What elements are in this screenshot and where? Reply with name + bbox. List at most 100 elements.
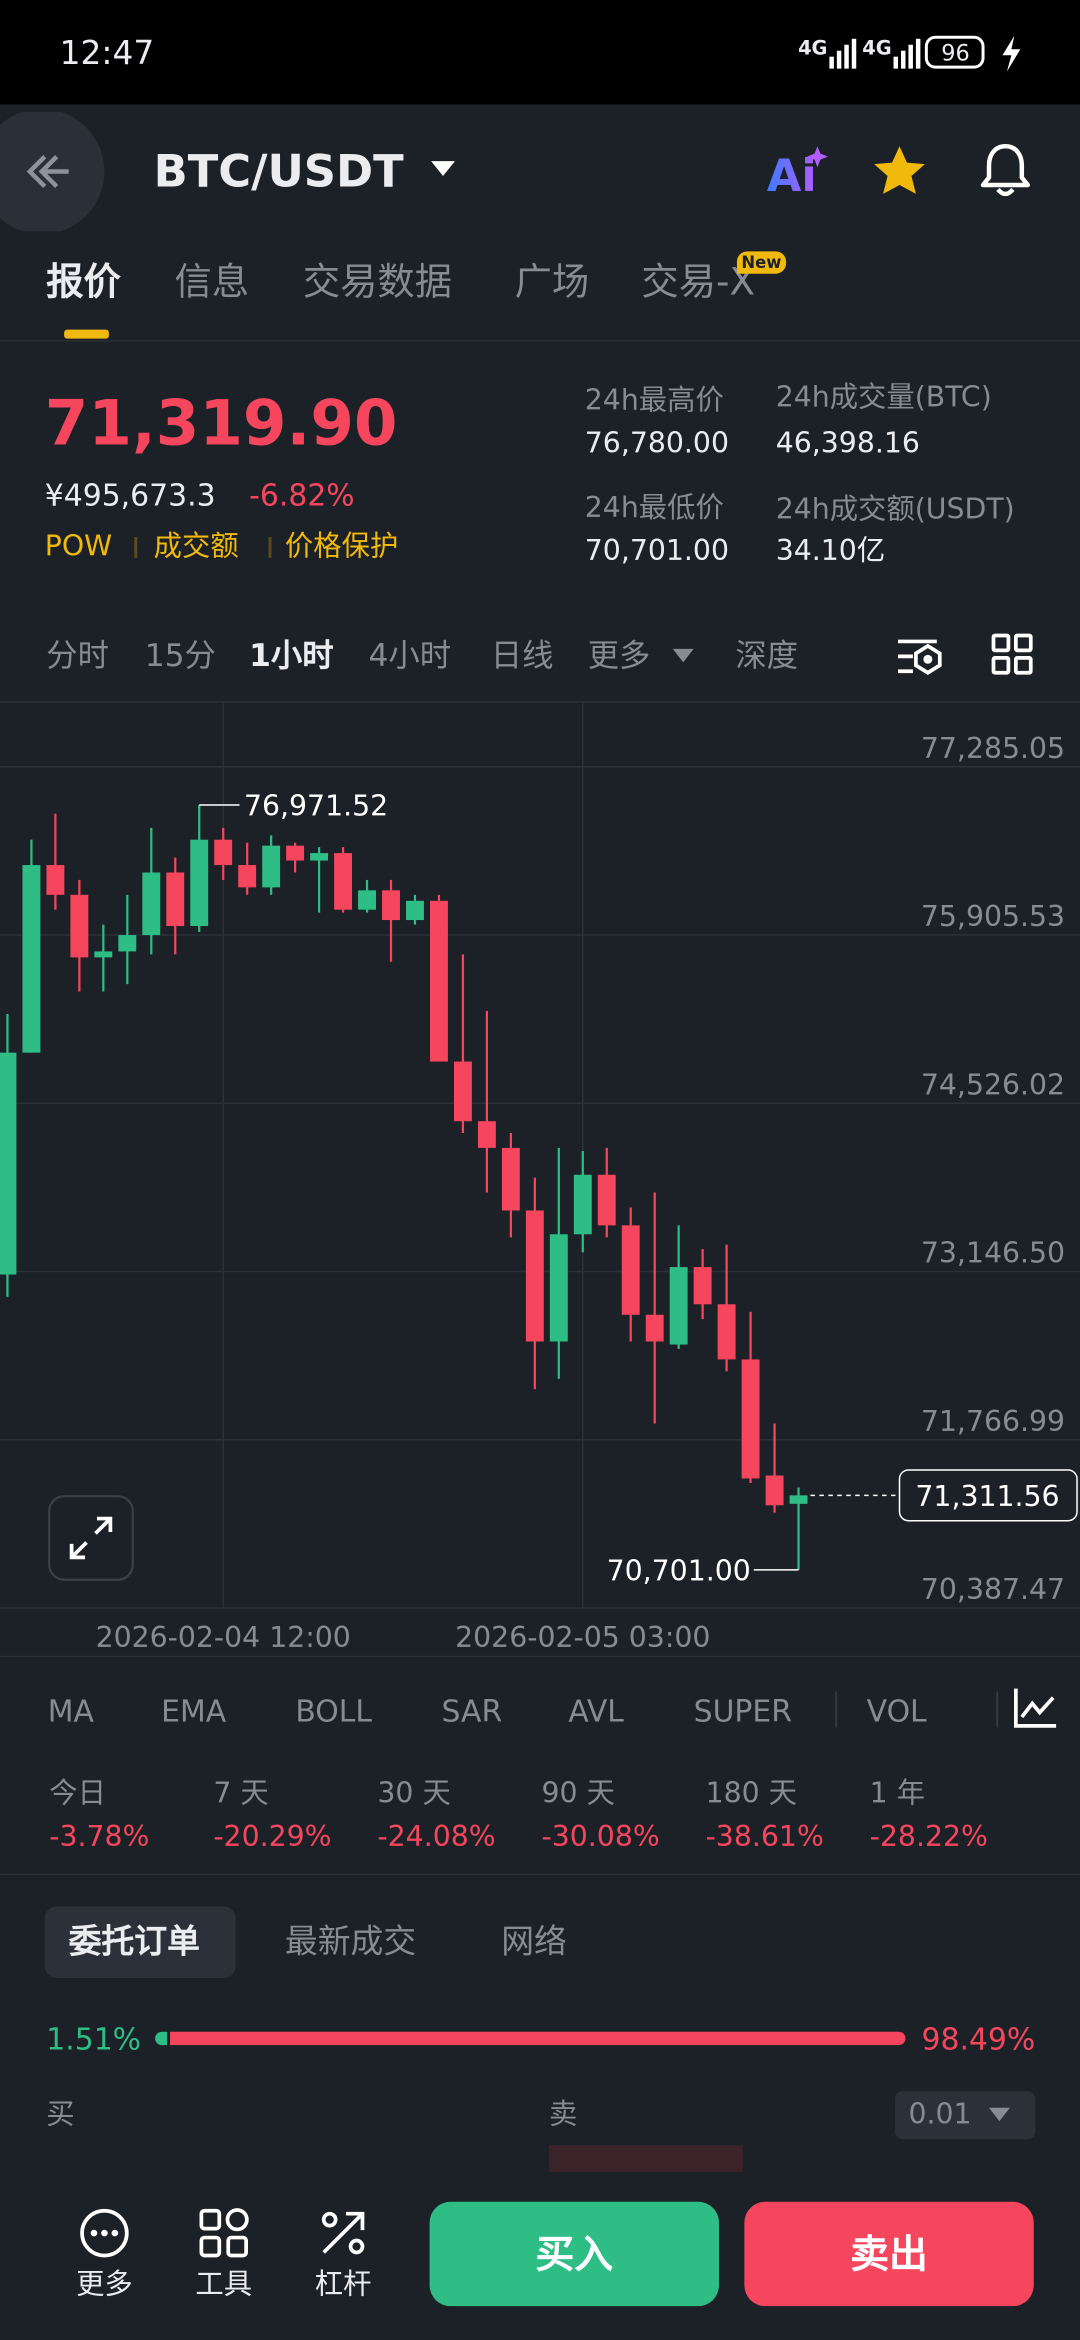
indicator[interactable]: AVL xyxy=(568,1693,624,1729)
candle-body xyxy=(238,865,257,888)
divider xyxy=(0,701,1080,703)
interval[interactable]: 深度 xyxy=(735,637,799,674)
more-caret[interactable] xyxy=(671,647,695,665)
indicator[interactable]: SUPER xyxy=(693,1693,793,1729)
favorite-star[interactable] xyxy=(871,143,928,200)
indicator-settings-icon[interactable] xyxy=(1011,1686,1059,1731)
candle-body xyxy=(94,951,113,958)
interval[interactable]: 1小时 xyxy=(249,637,334,674)
pair-title[interactable]: BTC/USDT xyxy=(153,146,404,199)
y-tick-label: 77,285.05 xyxy=(921,732,1065,765)
nav-label[interactable]: 工具 xyxy=(195,2268,253,2301)
ai-icon[interactable]: Ai xyxy=(764,143,830,203)
candle-body xyxy=(118,935,137,952)
candle-body xyxy=(358,890,376,910)
candle-body xyxy=(597,1174,616,1226)
stat-value: 46,398.16 xyxy=(775,427,920,461)
period: 180 天 xyxy=(705,1777,798,1811)
pair-caret[interactable] xyxy=(428,158,458,179)
candle-body xyxy=(22,865,41,1053)
indicator[interactable]: EMA xyxy=(161,1693,227,1729)
stat-label: 24h成交量(BTC) xyxy=(775,381,992,414)
precision[interactable]: 0.01 xyxy=(908,2098,972,2131)
period-change: -24.08% xyxy=(377,1820,496,1854)
precision-select[interactable] xyxy=(895,2091,1036,2140)
candle-body xyxy=(70,894,89,958)
indicator[interactable]: SAR xyxy=(441,1693,503,1729)
interval[interactable]: 日线 xyxy=(490,637,554,674)
sell-button[interactable] xyxy=(744,2201,1034,2307)
sell-ratio: 98.49% xyxy=(921,2021,1036,2058)
expand-button[interactable] xyxy=(48,1495,135,1582)
more-icon[interactable] xyxy=(78,2206,132,2260)
sell-ratio-bar xyxy=(169,2031,906,2046)
candle-body xyxy=(789,1495,808,1504)
cny-price: ¥495,673.3 xyxy=(44,477,216,514)
tab[interactable]: 报价 xyxy=(46,260,121,304)
stat-label: 24h最高价 xyxy=(584,384,724,417)
candle-body xyxy=(453,1061,472,1122)
stat-label: 24h最低价 xyxy=(584,491,724,525)
buy-ratio-bar xyxy=(155,2031,167,2046)
chart-settings-icon[interactable] xyxy=(895,632,946,680)
leverage-icon[interactable] xyxy=(316,2206,370,2260)
indicator[interactable]: VOL xyxy=(866,1693,927,1729)
last-price-box xyxy=(898,1469,1078,1522)
candle-body xyxy=(525,1210,544,1342)
tag[interactable]: POW xyxy=(44,530,113,564)
period-change: -3.78% xyxy=(49,1820,150,1854)
divider xyxy=(0,1655,1080,1658)
y-tick-label: 70,387.47 xyxy=(921,1573,1065,1606)
interval[interactable]: 15分 xyxy=(144,637,216,674)
period-change: -20.29% xyxy=(213,1820,332,1854)
indicator-separator xyxy=(835,1691,837,1728)
divider xyxy=(0,1873,1080,1876)
interval[interactable]: 4小时 xyxy=(368,637,452,674)
layout-icon[interactable] xyxy=(990,632,1035,677)
alert-bell[interactable] xyxy=(976,140,1036,200)
indicator[interactable]: BOLL xyxy=(295,1693,373,1729)
sell-label[interactable]: 卖出 xyxy=(850,2233,928,2278)
candle-body xyxy=(382,890,400,921)
last-price: 71,319.90 xyxy=(44,386,398,460)
tools-icon[interactable] xyxy=(197,2206,251,2260)
orderbook-tab[interactable]: 最新成交 xyxy=(284,1924,417,1962)
precision-caret[interactable] xyxy=(988,2106,1012,2124)
nav-label[interactable]: 杠杆 xyxy=(314,2268,372,2301)
candle-body xyxy=(334,853,353,910)
tab[interactable]: 交易-X xyxy=(641,260,756,304)
tag[interactable]: 价格保护 xyxy=(284,530,399,564)
stat-value: 76,780.00 xyxy=(584,427,730,461)
tag[interactable]: 成交额 xyxy=(153,530,239,564)
period: 90 天 xyxy=(541,1777,615,1811)
orderbook-tab[interactable]: 委托订单 xyxy=(68,1924,200,1962)
battery xyxy=(924,35,985,69)
interval[interactable]: 更多 xyxy=(587,637,651,674)
network: 4G xyxy=(862,38,892,61)
back-button[interactable] xyxy=(0,111,119,232)
orderbook-tab[interactable]: 网络 xyxy=(501,1924,567,1962)
period-change: -38.61% xyxy=(705,1820,824,1854)
divider xyxy=(0,340,1080,342)
candle-body xyxy=(46,865,65,895)
nav-label[interactable]: 更多 xyxy=(76,2268,133,2301)
sell-column: 卖 xyxy=(548,2098,578,2131)
buy-label[interactable]: 买入 xyxy=(535,2233,614,2278)
candle-body xyxy=(430,900,448,1062)
candle-body xyxy=(190,839,209,927)
ratio-bar xyxy=(155,2031,906,2046)
buy-button[interactable] xyxy=(429,2201,720,2307)
candle-body xyxy=(501,1147,520,1211)
interval[interactable]: 分时 xyxy=(46,637,109,674)
candle-body xyxy=(310,853,329,861)
candle-body xyxy=(0,1052,17,1275)
tab[interactable]: 交易数据 xyxy=(302,260,453,304)
tab[interactable]: 信息 xyxy=(174,260,250,304)
period: 今日 xyxy=(49,1777,106,1811)
new-badge: New xyxy=(736,251,786,274)
stat-label: 24h成交额(USDT) xyxy=(775,493,1015,526)
candle-body xyxy=(573,1174,592,1235)
period: 7 天 xyxy=(213,1777,269,1811)
indicator[interactable]: MA xyxy=(47,1693,94,1729)
tab[interactable]: 广场 xyxy=(514,260,590,304)
